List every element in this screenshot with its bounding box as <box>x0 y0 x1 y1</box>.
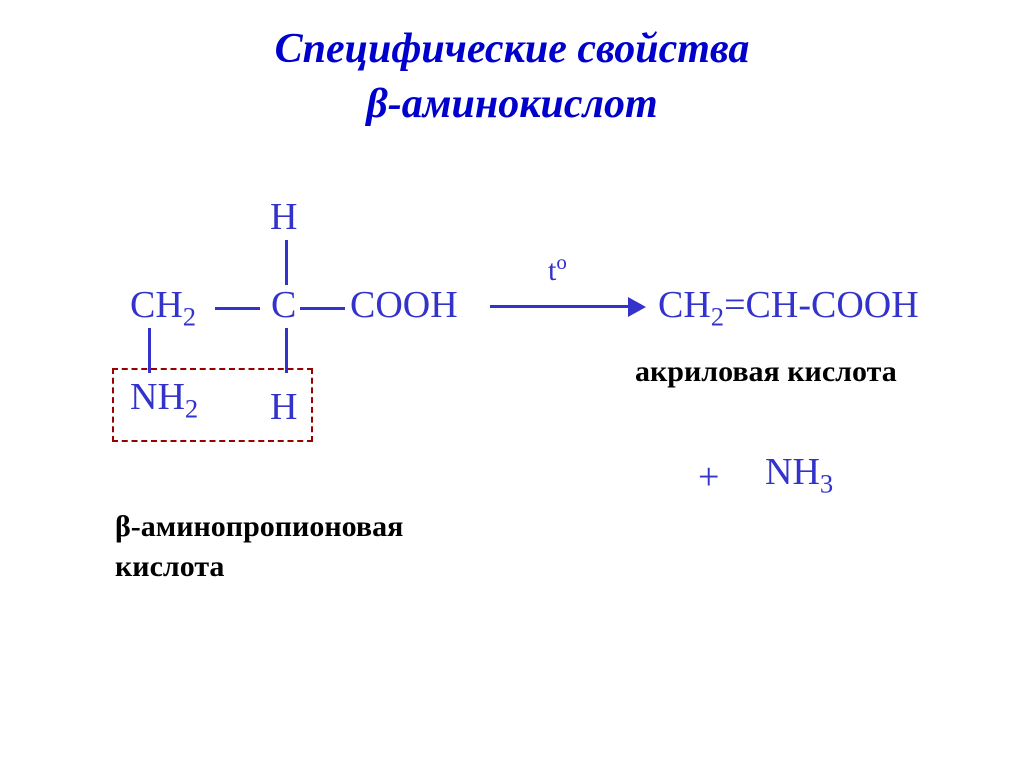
byproduct-NH3: NH3 <box>765 450 833 500</box>
reaction-condition: to <box>548 250 567 288</box>
slide-title-line1: Специфические свойства <box>0 25 1024 73</box>
reactant-label-line2: кислота <box>115 550 224 584</box>
reaction-arrow <box>490 305 630 308</box>
group-COOH: COOH <box>350 283 458 327</box>
group-CH2: CH2 <box>130 283 196 333</box>
slide-title-line2: β-аминокислот <box>0 80 1024 128</box>
reactant-label-line1: β-аминопропионовая <box>115 510 403 544</box>
product-label: акриловая кислота <box>635 355 897 389</box>
atom-H-top: H <box>270 195 297 239</box>
leaving-group-box <box>112 368 313 442</box>
bond-h1 <box>215 307 260 310</box>
plus-sign: + <box>698 455 719 499</box>
bond-v-ch2 <box>148 328 151 373</box>
reaction-arrow-head <box>628 297 646 317</box>
bond-vertical-top <box>285 240 288 285</box>
bond-h2 <box>300 307 345 310</box>
product-formula: CH2=CH-COOH <box>658 283 919 333</box>
bond-v-c <box>285 328 288 373</box>
atom-C: C <box>271 283 296 327</box>
